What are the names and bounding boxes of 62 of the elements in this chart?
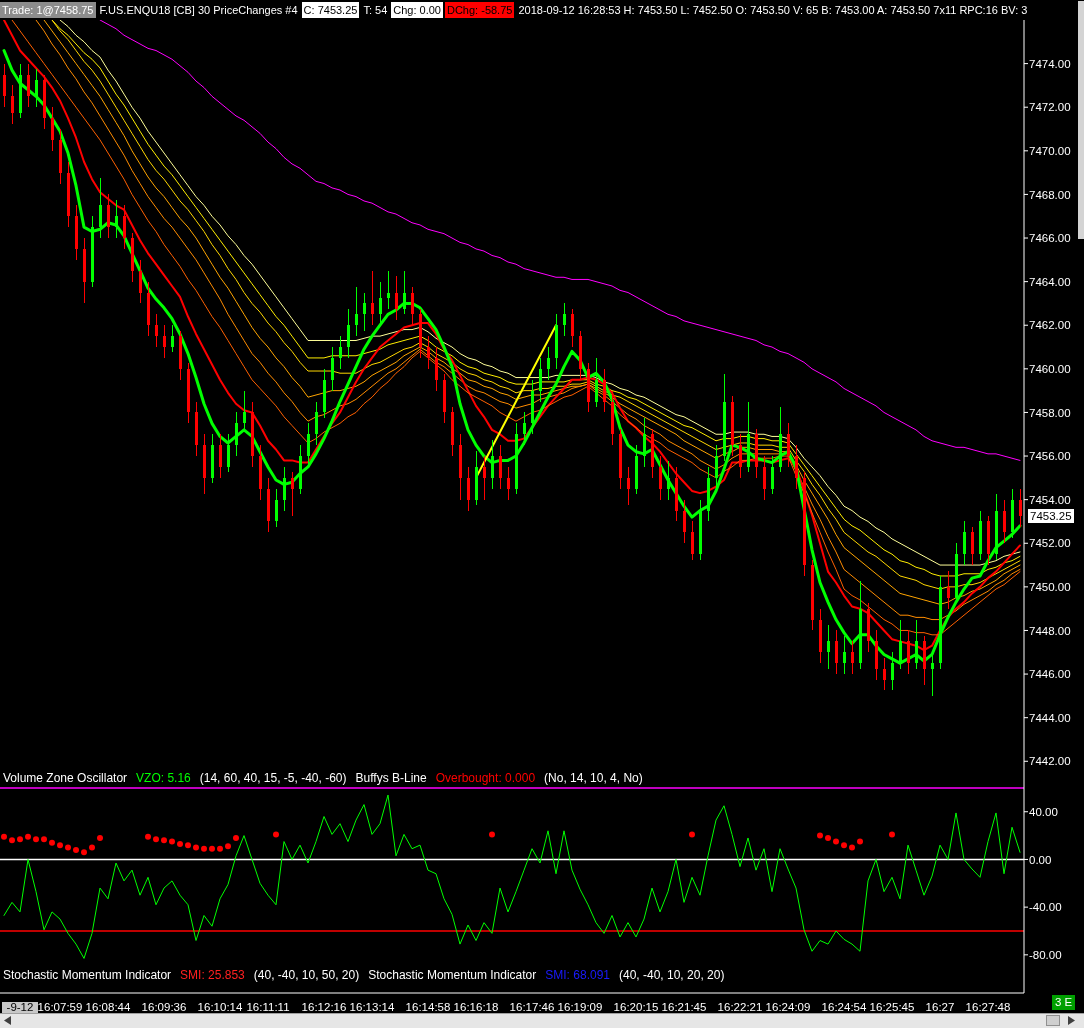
- annotation: Stochastic Momentum Indicator: [3, 968, 172, 982]
- y-tick-label: 7474.00: [1029, 57, 1071, 70]
- y-tick-label: 7470.00: [1029, 144, 1071, 157]
- text: 2018-09-12 16:28:53 H: 7453.50 L: 7452.50 O: 7453.50 V: 65 B: 7453.00 A: 7453.50 7x11 RPC:16 BV: 3: [516, 2, 1030, 18]
- y-tick-label: 7446.00: [1029, 668, 1071, 681]
- y-tick-label: 7466.00: [1029, 232, 1071, 245]
- x-tick-label: 16:10:14: [197, 1000, 243, 1013]
- y-tick-label: 7454.00: [1029, 493, 1071, 506]
- y-tick-label: 7442.00: [1029, 755, 1071, 768]
- x-tick-label: -9-12: [6, 1000, 34, 1013]
- text: DChg: -58.75: [444, 2, 515, 18]
- y-tick-label: 7444.00: [1029, 711, 1071, 724]
- annotation: (14, 60, 40, 15, -5, -40, -60): [199, 771, 347, 785]
- x-tick-label: 16:13:14: [349, 1000, 395, 1013]
- x-tick-label: 16:11:11: [246, 1000, 290, 1013]
- y-tick-label: 7460.00: [1029, 362, 1071, 375]
- x-tick-label: 16:07:59: [37, 1000, 83, 1013]
- y-tick-label: 7468.00: [1029, 188, 1071, 201]
- annotation: (40, -40, 10, 50, 20): [253, 968, 360, 982]
- text: Chg: 0.00: [391, 2, 443, 18]
- x-tick-label: 16:14:58: [405, 1000, 451, 1013]
- annotation: (No, 14, 10, 4, No): [544, 771, 643, 785]
- y-tick-label: 7456.00: [1029, 450, 1071, 463]
- x-tick-label: 16:17:46: [509, 1000, 555, 1013]
- y-tick-label: 7458.00: [1029, 406, 1071, 419]
- x-tick-label: 16:19:09: [557, 1000, 603, 1013]
- y-tick-label: 7452.00: [1029, 537, 1071, 550]
- text: 3 E: [1052, 995, 1076, 1010]
- x-tick-label: 16:27: [925, 1000, 955, 1013]
- text: Trade: 1@7458.75: [0, 2, 96, 18]
- y-tick-label: -80.00: [1029, 948, 1062, 961]
- y-tick-label: 40.00: [1029, 805, 1058, 818]
- text: Overbought: 0.000: [435, 771, 536, 785]
- annotation: SMI: 68.091: [545, 968, 610, 982]
- y-tick-label: 7450.00: [1029, 580, 1071, 593]
- annotation: SMI: 25.853: [180, 968, 245, 982]
- annotation: (40, -40, 10, 20, 20): [619, 968, 725, 982]
- x-tick-label: 16:09:36: [141, 1000, 187, 1013]
- text: F.US.ENQU18 [CB] 30 PriceChanges #4: [97, 2, 300, 18]
- y-tick-label: 7472.00: [1029, 101, 1071, 114]
- x-tick-label: 16:16:18: [453, 1000, 499, 1013]
- x-tick-label: 16:24:09: [765, 1000, 811, 1013]
- y-tick-label: 7448.00: [1029, 624, 1071, 637]
- y-tick-label: -40.00: [1029, 901, 1062, 914]
- x-tick-label: 16:27:48: [965, 1000, 1011, 1013]
- x-tick-label: 16:20:15: [613, 1000, 659, 1013]
- annotation: Volume Zone Oscillator: [3, 771, 128, 785]
- annotation: Buffys B-Line: [355, 771, 427, 785]
- x-tick-label: 16:08:44: [85, 1000, 131, 1013]
- y-tick-label: 7462.00: [1029, 319, 1071, 332]
- text: T: 54: [361, 2, 390, 18]
- annotation: Stochastic Momentum Indicator: [368, 968, 537, 982]
- y-tick-label: 7464.00: [1029, 275, 1071, 288]
- x-tick-label: 16:12:16: [301, 1000, 347, 1013]
- text: 7453.25: [1027, 508, 1075, 524]
- y-tick-label: 0.00: [1029, 853, 1052, 866]
- x-tick-label: 16:22:21: [717, 1000, 763, 1013]
- x-tick-label: 16:25:45: [869, 1000, 915, 1013]
- text: VZO: 5.16: [136, 771, 191, 785]
- x-tick-label: 16:24:54: [821, 1000, 867, 1013]
- x-tick-label: 16:21:45: [661, 1000, 707, 1013]
- text: C: 7453.25: [301, 2, 360, 18]
